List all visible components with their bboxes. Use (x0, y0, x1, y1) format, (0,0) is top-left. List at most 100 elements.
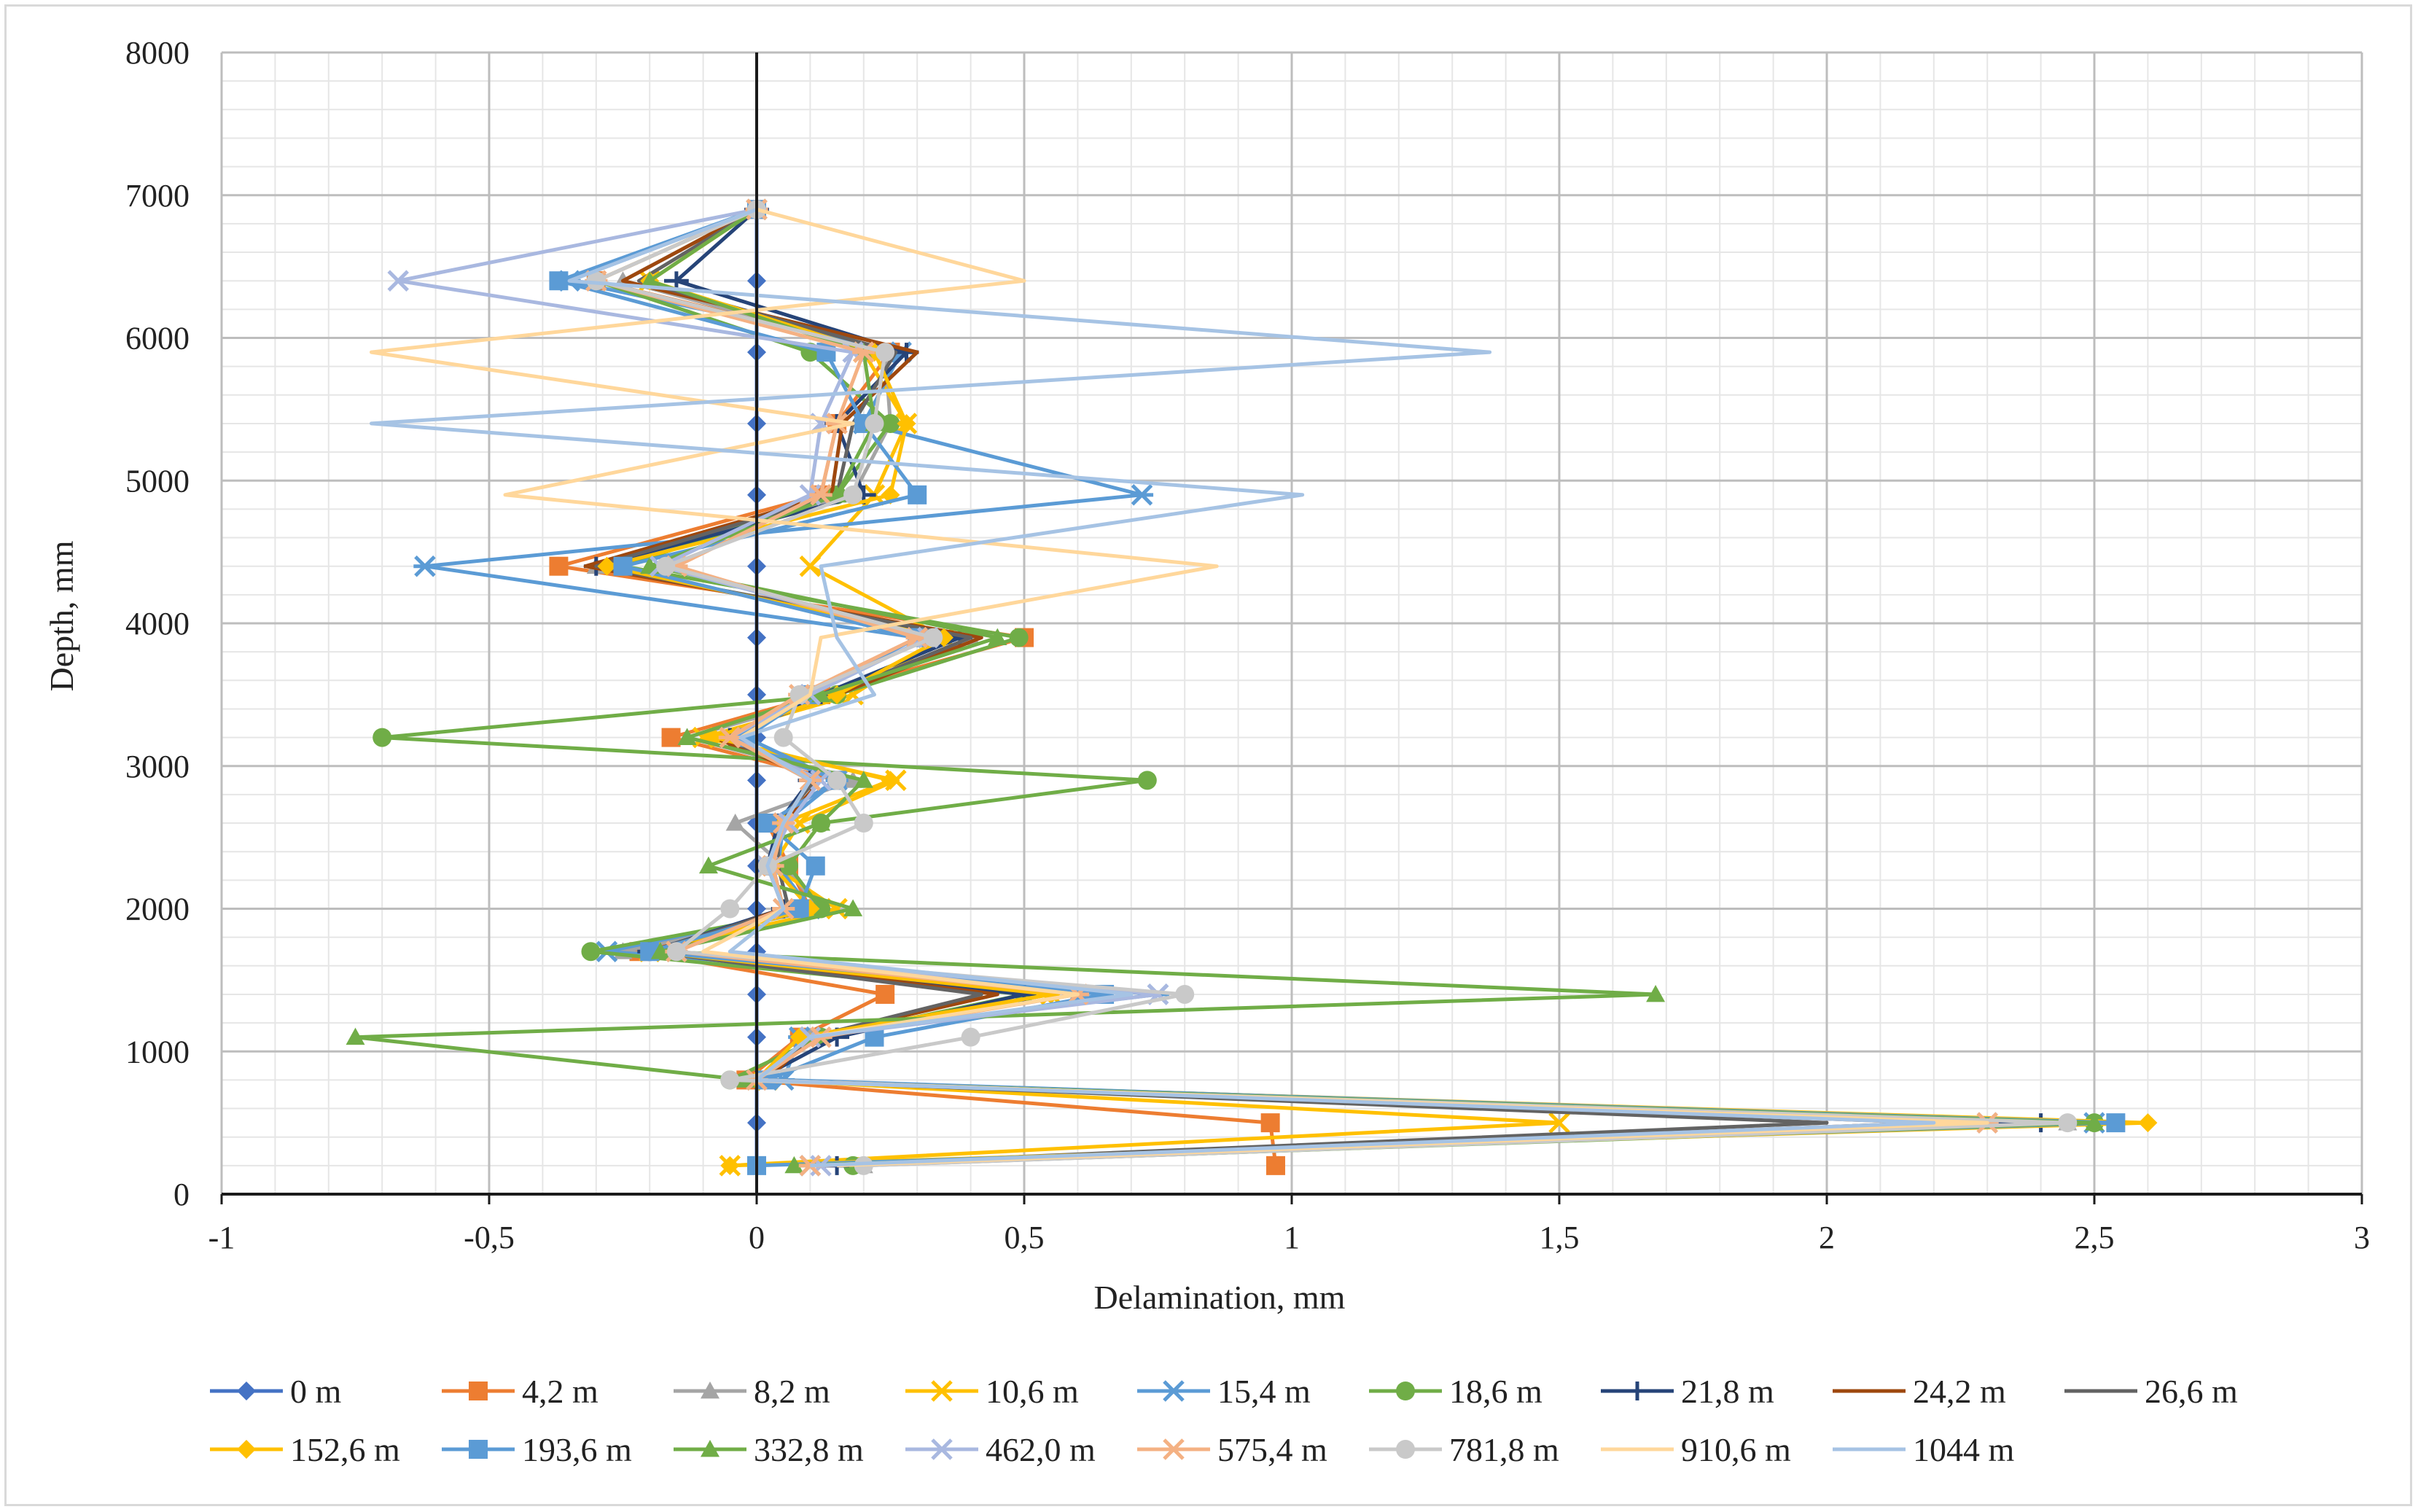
legend-label: 18,6 m (1449, 1373, 1543, 1410)
legend-entry: 462,0 m (905, 1431, 1096, 1468)
chart-frame (4, 4, 2412, 1506)
series-910-6-m (370, 207, 1989, 1168)
major-gridlines (220, 51, 2363, 1196)
data-point (2058, 1113, 2078, 1133)
data-point (881, 771, 900, 790)
data-point (2106, 1113, 2126, 1133)
series-15-4-m (413, 198, 2106, 1177)
x-tick-label: -0,5 (464, 1220, 515, 1255)
data-point (908, 485, 927, 504)
legend-label: 21,8 m (1681, 1373, 1774, 1410)
y-tick-label: 0 (173, 1177, 190, 1212)
legend-swatch-marker (469, 1382, 488, 1400)
data-point (924, 628, 943, 647)
y-tick-label: 4000 (125, 606, 190, 642)
data-point (988, 628, 1007, 645)
axes-layer (220, 52, 2363, 1204)
data-point (784, 1156, 804, 1174)
y-tick-label: 6000 (125, 321, 190, 356)
legend-entry: 332,8 m (674, 1431, 864, 1468)
legend-entry: 152,6 m (210, 1431, 400, 1468)
data-point (581, 942, 601, 962)
data-point (843, 485, 863, 504)
legend-label: 15,4 m (1217, 1373, 1311, 1410)
legend-swatch-marker (1625, 1382, 1650, 1400)
legend-label: 332,8 m (754, 1431, 864, 1468)
data-point (854, 814, 873, 833)
data-point (656, 556, 676, 576)
data-point (725, 814, 745, 831)
legend-label: 10,6 m (986, 1373, 1079, 1410)
legend-swatch-marker (1162, 1380, 1185, 1402)
data-point (413, 555, 437, 577)
legend-swatch-marker (931, 1438, 953, 1460)
series-line (423, 207, 2097, 1168)
data-point (720, 1156, 740, 1175)
x-tick-label: 2 (1819, 1220, 1835, 1255)
x-tick-label: 2,5 (2075, 1220, 2115, 1255)
series-line (370, 207, 1989, 1168)
x-tick-label: 1,5 (1540, 1220, 1580, 1255)
legend-label: 575,4 m (1217, 1431, 1327, 1468)
data-point (811, 685, 831, 703)
data-point (586, 271, 606, 291)
legend-entry: 26,6 m (2064, 1373, 2238, 1410)
legend-label: 152,6 m (290, 1431, 400, 1468)
legend-entry: 575,4 m (1137, 1431, 1327, 1468)
y-tick-label: 2000 (125, 892, 190, 927)
data-point (1130, 484, 1154, 506)
legend-entry: 8,2 m (674, 1373, 830, 1410)
data-point (875, 984, 895, 1004)
data-point (809, 484, 832, 506)
data-point (640, 271, 660, 289)
legend-entry: 21,8 m (1601, 1373, 1774, 1410)
tick-labels: -1 -0,5 0 0,5 1 1,5 2 2,5 3 0 1000 2000 3000 4000 5000… (125, 35, 2370, 1255)
legend-swatch-marker (237, 1382, 256, 1400)
data-point (346, 1027, 365, 1045)
data-point (597, 556, 617, 576)
data-point (806, 856, 825, 876)
data-point (799, 555, 822, 577)
y-tick-label: 5000 (125, 463, 190, 499)
legend-entry: 781,8 m (1369, 1431, 1559, 1468)
legend-label: 193,6 m (522, 1431, 632, 1468)
data-point (881, 413, 900, 433)
data-point (843, 899, 863, 916)
y-tick-label: 3000 (125, 749, 190, 784)
data-point (854, 771, 873, 788)
x-tick-label: 3 (2354, 1220, 2370, 1255)
legend-label: 8,2 m (754, 1373, 830, 1410)
legend-label: 26,6 m (2145, 1373, 2238, 1410)
data-point (897, 413, 916, 433)
legend-label: 781,8 m (1449, 1431, 1559, 1468)
legend-entry: 4,2 m (442, 1373, 598, 1410)
series-781-8-m (586, 200, 2078, 1175)
legend-swatch-marker (469, 1440, 488, 1459)
legend-swatch-marker (1396, 1440, 1415, 1459)
data-point (549, 556, 569, 576)
data-point (875, 343, 895, 362)
y-tick-label: 1000 (125, 1034, 190, 1069)
legend-label: 910,6 m (1681, 1431, 1791, 1468)
data-point (661, 728, 681, 747)
data-point (1260, 1113, 1280, 1133)
data-point (2138, 1113, 2158, 1133)
x-axis-title: Delamination, mm (1094, 1279, 1346, 1316)
x-tick-label: 0 (749, 1220, 765, 1255)
series-332-8-m (346, 200, 2104, 1174)
legend-swatch-marker (701, 1440, 719, 1457)
x-tick-label: 1 (1284, 1220, 1300, 1255)
legend-entry: 0 m (210, 1373, 342, 1410)
series-line (354, 208, 2097, 1168)
x-tick-label: -1 (208, 1220, 235, 1255)
legend-swatch-marker (237, 1440, 256, 1459)
data-point (650, 942, 670, 959)
data-point (698, 856, 718, 874)
data-point (549, 271, 569, 291)
data-point (666, 942, 686, 962)
legend-label: 0 m (290, 1373, 342, 1410)
legend-swatch-marker (1396, 1382, 1415, 1400)
data-point (1548, 1112, 1570, 1134)
legend-entry: 1044 m (1833, 1431, 2015, 1468)
